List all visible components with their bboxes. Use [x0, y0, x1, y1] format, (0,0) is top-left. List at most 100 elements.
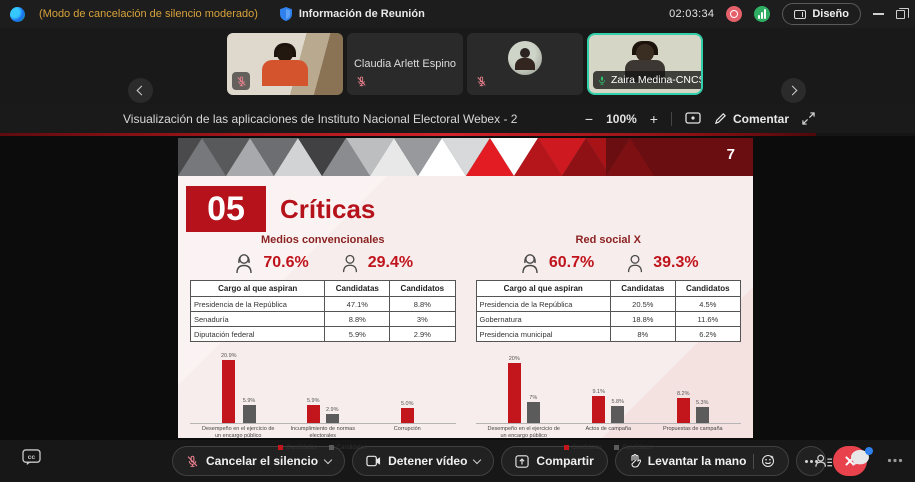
table-header: Cargo al que aspiran	[189, 280, 326, 297]
participant-name: Claudia Arlett Espino	[353, 58, 457, 70]
video-tile-1[interactable]	[227, 33, 343, 95]
video-tile-active-speaker[interactable]: Zaira Medina-CNCS	[587, 33, 703, 95]
bar-value-label: 5.0%	[400, 401, 414, 407]
table-header: Candidatas	[324, 280, 391, 297]
bar-value-label: 5.3%	[695, 400, 709, 407]
divider	[753, 453, 755, 469]
annotate-label: Comentar	[732, 111, 789, 126]
shield-icon	[279, 7, 292, 21]
unmute-label: Cancelar el silencio	[206, 454, 319, 468]
table-header: Candidatos	[674, 280, 742, 297]
muted-mic-icon	[232, 72, 250, 90]
chat-panel-button[interactable]	[850, 447, 873, 472]
bar	[507, 363, 521, 423]
panel-medios-convencionales: Medios convencionales 70.6% 29.4% Cargo …	[189, 234, 456, 451]
legend-item: Candidatas	[563, 445, 602, 451]
section-number: 05	[186, 186, 266, 232]
female-percentage: 70.6%	[263, 254, 309, 271]
bar	[306, 405, 320, 423]
legend-item: Candidatos	[614, 445, 653, 451]
slide-page-number: 7	[726, 146, 735, 163]
man-icon	[628, 254, 643, 273]
layout-button[interactable]: Diseño	[782, 3, 861, 25]
bar	[695, 407, 709, 423]
annotate-button[interactable]: Comentar	[714, 112, 789, 126]
filmstrip-next-button[interactable]	[781, 78, 806, 103]
category-label: Propuestas de campaña	[662, 426, 723, 432]
table-header: Candidatas	[609, 280, 676, 297]
reactions-smiley-icon[interactable]	[761, 454, 775, 468]
panel-red-social-x: Red social X 60.7% 39.3% Cargo al que as…	[475, 234, 742, 451]
raise-hand-button[interactable]: Levantar la mano	[614, 446, 790, 476]
bar-group: 20.9% 5.9%	[196, 353, 281, 423]
active-speaker-label: Zaira Medina-CNCS	[593, 71, 701, 89]
video-tile-2[interactable]: Claudia Arlett Espino	[347, 33, 463, 95]
bar-value-label: 20.9%	[220, 353, 237, 360]
stop-video-button[interactable]: Detener vídeo	[352, 446, 495, 476]
divider	[670, 111, 672, 126]
bar-value-label: 7%	[529, 395, 538, 401]
bar	[325, 414, 339, 423]
svg-text:cc: cc	[28, 454, 36, 461]
panel-heading: Red social X	[575, 234, 641, 246]
participants-panel-button[interactable]	[814, 453, 833, 469]
expand-icon[interactable]	[802, 112, 815, 125]
raise-hand-label: Levantar la mano	[647, 454, 747, 468]
share-screen-icon	[515, 454, 530, 468]
restore-window-button[interactable]	[896, 7, 909, 19]
shared-content-toolbar: Visualización de las aplicaciones de Ins…	[0, 104, 915, 133]
participant-video	[262, 43, 308, 86]
bar-group: 20% 7%	[482, 356, 567, 423]
connection-quality-icon	[754, 6, 771, 22]
bar-value-label: 20%	[508, 356, 520, 362]
closed-captions-button[interactable]: cc	[22, 449, 41, 471]
table-row: Gobernatura 18.8% 11.6%	[475, 311, 742, 327]
shared-content-stage: 7 05 Críticas Medios convencionales 70.6…	[0, 136, 915, 451]
bar-value-label: 5.9%	[306, 398, 320, 405]
bar-group: 5.0%	[365, 401, 450, 423]
chevron-down-icon[interactable]	[473, 455, 482, 464]
presentation-slide[interactable]: 7 05 Críticas Medios convencionales 70.6…	[178, 138, 753, 451]
bar-value-label: 5.8%	[611, 398, 625, 405]
moderated-mute-mode-label: (Modo de cancelación de silencio moderad…	[39, 8, 258, 20]
share-button[interactable]: Compartir	[501, 446, 608, 476]
aspirations-table: Cargo al que aspiran Candidatas Candidatos…	[475, 280, 742, 342]
criticas-chart-red-social: 20% 7% 9.1% 5.8% 8.2% 5.3% Desempeño en el ej…	[475, 354, 741, 451]
table-row: Presidencia municipal 8% 6.2%	[475, 326, 742, 342]
bar	[222, 360, 236, 423]
zoom-in-button[interactable]: +	[649, 110, 658, 127]
category-label: Desempeño en el ejercicio de un encargo …	[487, 426, 560, 439]
more-panels-button[interactable]	[887, 458, 903, 463]
criticas-chart-medios: 20.9% 5.9% 5.9% 2.9% 5.0% Desempeño en el ej…	[190, 353, 456, 451]
category-label: Corrupción	[393, 426, 421, 432]
banner-pattern	[178, 138, 753, 176]
table-row: Presidencia de la República 47.1% 8.8%	[189, 296, 456, 312]
webex-logo-icon	[10, 6, 25, 22]
legend-item: Candidatos	[328, 445, 367, 451]
camera-icon	[366, 455, 381, 467]
video-tile-3[interactable]	[467, 33, 583, 95]
muted-mic-icon	[187, 455, 198, 467]
unmute-button[interactable]: Cancelar el silencio	[172, 446, 346, 476]
chat-notification-dot	[865, 447, 873, 455]
participant-avatar	[508, 41, 542, 75]
chevron-down-icon[interactable]	[323, 455, 333, 464]
slide-title: Críticas	[280, 194, 376, 224]
bar	[400, 408, 414, 423]
table-row: Senaduría 8.8% 3%	[189, 311, 456, 327]
woman-icon	[236, 254, 253, 274]
legend-item: Candidatas	[278, 445, 317, 451]
view-display-icon[interactable]	[685, 112, 701, 125]
zoom-out-button[interactable]: −	[584, 110, 594, 127]
bar-group: 9.1% 5.8%	[566, 389, 651, 423]
bar	[611, 405, 625, 423]
zoom-level[interactable]: 100%	[606, 111, 637, 126]
panel-heading: Medios convencionales	[261, 234, 385, 246]
filmstrip-previous-button[interactable]	[128, 78, 153, 103]
minimize-window-button[interactable]	[873, 13, 884, 15]
shared-window-accent-strip	[0, 133, 816, 136]
meeting-info-button[interactable]: Información de Reunión	[298, 8, 425, 20]
bar-group: 8.2% 5.3%	[651, 391, 736, 423]
woman-icon	[522, 254, 538, 274]
